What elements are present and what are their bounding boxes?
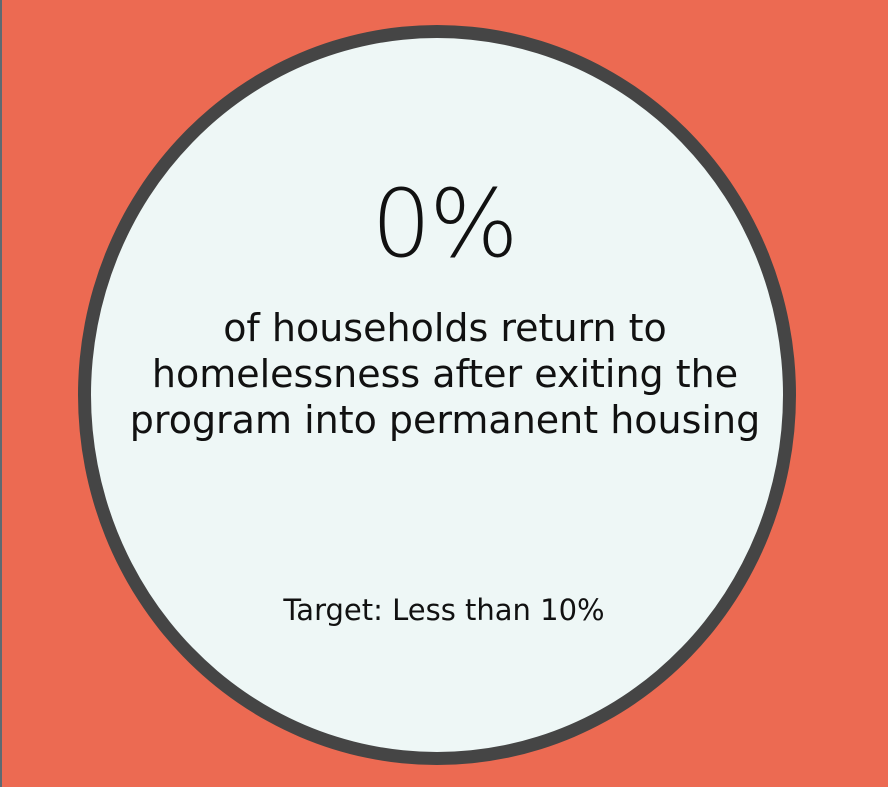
left-edge-line [0, 0, 2, 787]
stat-description: of households return to homelessness aft… [129, 306, 761, 442]
target-text: Target: Less than 10% [283, 593, 605, 627]
stat-percentage: 0% [371, 170, 518, 279]
